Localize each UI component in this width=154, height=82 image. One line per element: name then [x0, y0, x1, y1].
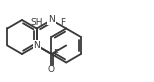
- Text: SH: SH: [30, 19, 43, 27]
- Text: N: N: [33, 41, 40, 50]
- Text: F: F: [53, 50, 59, 58]
- Text: N: N: [48, 15, 55, 25]
- Text: F: F: [60, 18, 65, 27]
- Text: O: O: [48, 66, 55, 75]
